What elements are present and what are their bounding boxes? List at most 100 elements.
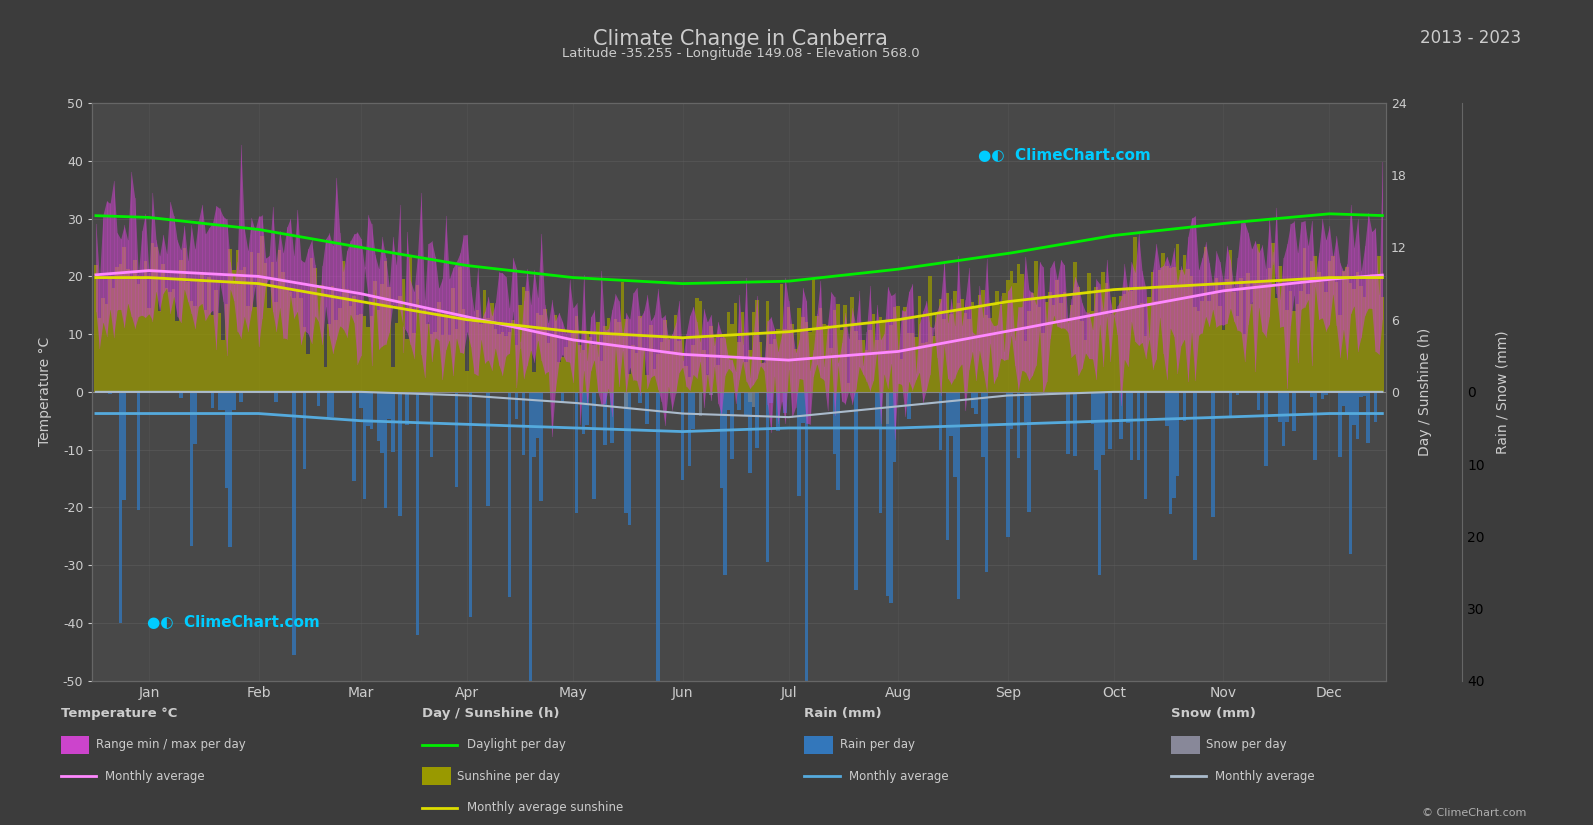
Bar [1367,277,1370,392]
Bar [1112,296,1115,392]
Bar [1091,392,1094,424]
Bar [1359,392,1364,398]
Bar [1158,271,1161,392]
Bar [503,336,508,392]
Bar [1274,298,1278,392]
Bar [1254,284,1257,392]
Bar [1109,392,1112,450]
Bar [1161,253,1164,392]
Bar [233,392,236,410]
Bar [1155,301,1158,392]
Bar [186,282,190,392]
Bar [621,282,624,392]
Bar [726,392,730,410]
Bar [755,392,758,448]
Bar [303,327,306,392]
Bar [366,392,370,427]
Bar [253,307,256,392]
Bar [218,392,221,410]
Bar [250,252,253,392]
Bar [454,392,459,487]
Bar [1271,243,1274,392]
Bar [1013,283,1016,392]
Bar [698,300,703,392]
Bar [491,303,494,392]
Bar [738,392,741,411]
Bar [1327,261,1332,392]
Bar [558,362,561,392]
Bar [1077,286,1080,392]
Bar [1303,248,1306,392]
Bar [317,392,320,406]
Bar [889,324,894,392]
Bar [1349,283,1352,392]
Bar [119,392,123,623]
Bar [1027,392,1031,512]
Bar [409,256,413,392]
Bar [561,392,564,402]
Bar [1260,281,1263,392]
Bar [448,335,451,392]
Bar [1236,392,1239,395]
Bar [151,243,155,392]
Bar [1016,392,1020,458]
Bar [698,392,703,416]
Bar [1219,306,1222,392]
Bar [221,392,225,410]
Bar [642,351,645,392]
Bar [129,277,134,392]
Bar [784,329,787,392]
Bar [1101,271,1106,392]
Bar [825,325,830,392]
Bar [155,247,158,392]
Bar [613,318,616,392]
Bar [636,353,639,392]
Bar [1344,392,1349,415]
Bar [695,298,698,392]
Bar [486,318,491,392]
Bar [1300,291,1303,392]
Bar [317,287,320,392]
Bar [639,316,642,392]
Bar [938,392,943,450]
Bar [1204,247,1207,392]
Bar [1352,290,1356,392]
Bar [193,306,196,392]
Bar [561,356,564,392]
Bar [1246,273,1251,392]
Bar [596,322,599,392]
Bar [413,332,416,392]
Bar [320,285,323,392]
Bar [328,324,331,392]
Bar [843,305,847,392]
Bar [830,348,833,392]
Bar [836,304,840,392]
Bar [897,305,900,392]
Bar [914,337,918,392]
Bar [984,315,988,392]
Bar [511,320,515,392]
Bar [949,314,953,392]
Bar [436,301,441,392]
Bar [1115,309,1118,392]
Bar [299,298,303,392]
Bar [221,340,225,392]
Bar [1094,392,1098,470]
Bar [1317,271,1321,392]
Bar [688,392,691,466]
Bar [532,372,535,392]
Bar [1251,304,1254,392]
Bar [292,392,296,655]
Bar [459,266,462,392]
Bar [1016,264,1020,392]
Bar [1027,311,1031,392]
Bar [378,392,381,441]
Bar [840,330,843,392]
Bar [260,236,264,392]
Bar [801,392,804,423]
Bar [274,302,277,392]
Bar [1193,307,1196,392]
Bar [126,270,129,392]
Bar [201,272,204,392]
Bar [720,392,723,488]
